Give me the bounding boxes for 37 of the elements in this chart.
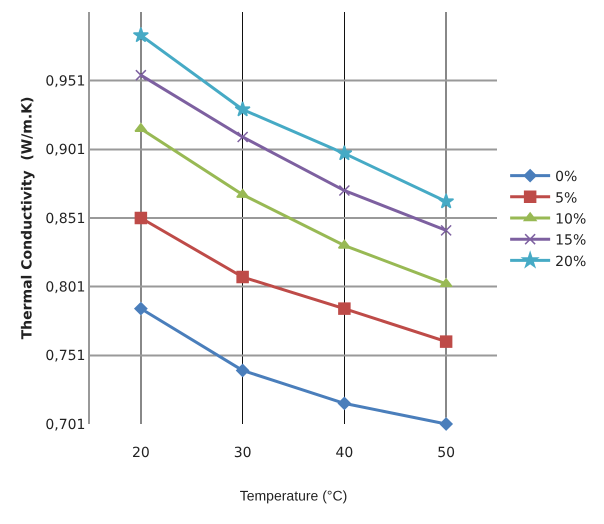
x-tick-label: 50 xyxy=(437,445,456,461)
y-tick-label: 0,701 xyxy=(45,416,86,433)
x-axis-title: Temperature (°C) xyxy=(240,487,348,504)
point xyxy=(236,270,249,284)
point xyxy=(338,184,350,196)
point xyxy=(234,101,251,116)
legend-label: 15% xyxy=(555,232,586,249)
point xyxy=(338,240,351,249)
y-tick-label: 0,951 xyxy=(45,74,86,90)
point xyxy=(135,69,147,81)
point xyxy=(236,188,250,198)
point xyxy=(132,26,149,42)
point xyxy=(134,122,148,132)
x-tick-label: 40 xyxy=(335,445,354,461)
y-tick-label: 0,851 xyxy=(45,210,86,227)
x-tick-label: 20 xyxy=(132,445,150,461)
legend-label: 20% xyxy=(555,254,586,270)
point xyxy=(236,364,250,378)
point xyxy=(440,335,452,348)
point xyxy=(134,302,148,316)
legend-label: 10% xyxy=(555,211,586,228)
point xyxy=(338,396,351,410)
y-tick-label: 0,751 xyxy=(45,348,86,364)
point xyxy=(440,417,453,431)
point xyxy=(440,278,453,288)
point xyxy=(438,193,454,208)
point xyxy=(134,212,148,224)
legend-label: 5% xyxy=(555,190,578,206)
point xyxy=(236,131,248,143)
y-axis-title: Thermal Conductivity (W/m.K) xyxy=(19,96,36,340)
point xyxy=(440,224,452,236)
point xyxy=(338,302,351,315)
x-tick-label: 30 xyxy=(234,445,252,461)
point xyxy=(336,145,352,160)
y-tick-label: 0,901 xyxy=(45,142,86,158)
legend-label: 0% xyxy=(555,169,578,186)
y-tick-label: 0,801 xyxy=(45,280,86,296)
